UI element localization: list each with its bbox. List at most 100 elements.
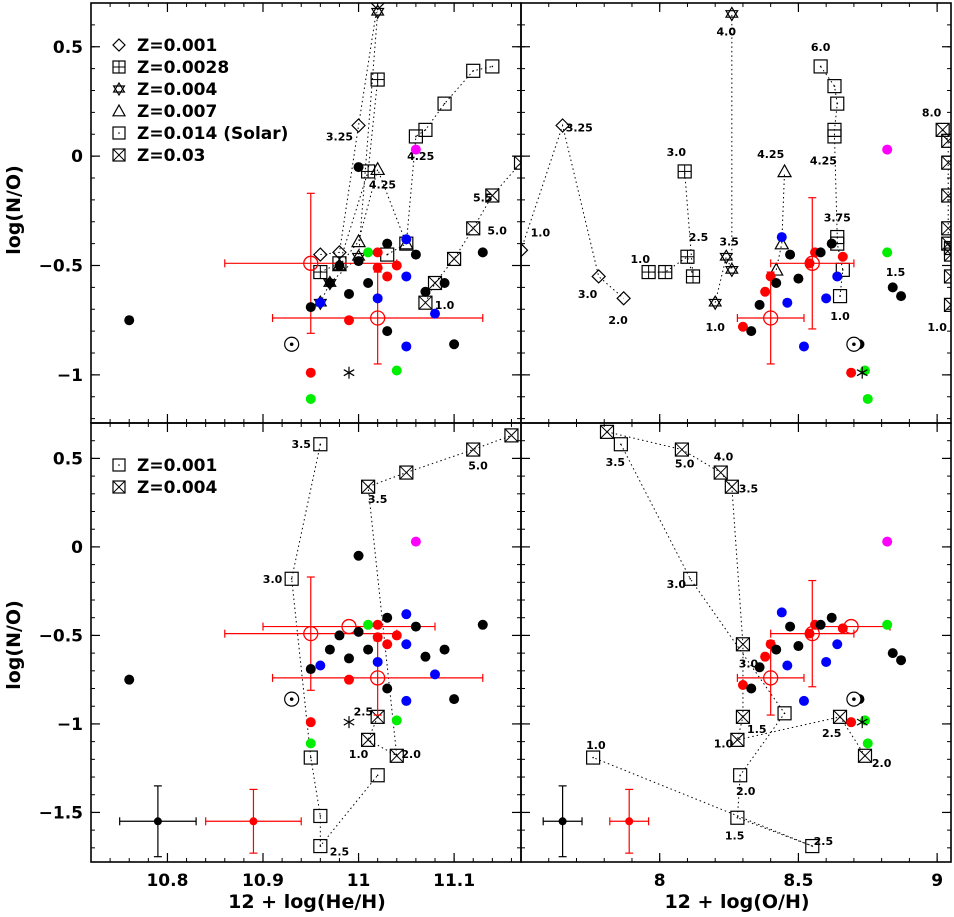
- observation-point: [392, 630, 402, 640]
- observation-point: [827, 613, 837, 623]
- x-tick-label: 10.9: [242, 871, 284, 891]
- observation-point: [449, 339, 459, 349]
- track-label: 2.5: [814, 835, 834, 848]
- track-label: 1.0: [586, 739, 606, 752]
- observation-point: [882, 537, 892, 547]
- observation-point: [838, 252, 848, 262]
- observation-point: [771, 645, 781, 655]
- y-tick-label: −1.5: [39, 803, 83, 823]
- observation-point: [799, 696, 809, 706]
- observation-point: [882, 247, 892, 257]
- observation-point: [785, 622, 795, 632]
- x-tick-label: 10.8: [146, 871, 188, 891]
- x-tick-label: 8: [654, 871, 666, 891]
- observation-point: [344, 315, 354, 325]
- observation-point: [411, 622, 421, 632]
- observation-point: [401, 271, 411, 281]
- observation-point: [124, 675, 134, 685]
- observation-point: [888, 282, 898, 292]
- legend-label: Z=0.007: [137, 102, 217, 122]
- sample-error-point: [249, 817, 257, 825]
- track-label: 3.75: [824, 211, 851, 224]
- observation-point: [373, 632, 383, 642]
- sun-symbol: [847, 692, 861, 706]
- track-label: 4.25: [369, 179, 396, 192]
- observation-point: [382, 239, 392, 249]
- observation-point: [827, 239, 837, 249]
- track-label: 4.25: [757, 148, 784, 161]
- observation-point: [315, 661, 325, 671]
- observation-point: [382, 684, 392, 694]
- y-tick-label: −1: [57, 715, 83, 735]
- observation-point: [354, 551, 364, 561]
- track-label: 6.0: [811, 41, 831, 54]
- observation-point: [392, 261, 402, 271]
- observation-point: [306, 664, 316, 674]
- observation-point: [401, 696, 411, 706]
- observation-point: [382, 271, 392, 281]
- observation-point: [401, 341, 411, 351]
- observation-point: [760, 287, 770, 297]
- observation-point: [354, 256, 364, 266]
- observation-point: [420, 287, 430, 297]
- sun-symbol: [285, 692, 299, 706]
- observation-point: [392, 366, 402, 376]
- observation-point: [124, 315, 134, 325]
- track-label: 4.25: [810, 155, 837, 168]
- observation-point: [771, 278, 781, 288]
- track-label: 3.25: [326, 130, 353, 143]
- sample-error-point: [559, 817, 567, 825]
- sample-error-point: [154, 817, 162, 825]
- x-tick-label: 11.1: [433, 871, 475, 891]
- observation-point: [440, 278, 450, 288]
- x-tick-label: 9: [931, 871, 943, 891]
- y-tick-label: 0.5: [53, 38, 83, 58]
- observation-point: [306, 302, 316, 312]
- track-label: 3.5: [739, 482, 759, 495]
- observation-point: [782, 298, 792, 308]
- observation-point: [306, 717, 316, 727]
- y-tick-label: 0.5: [53, 449, 83, 469]
- track-label: 5.0: [675, 458, 695, 471]
- observation-point: [306, 368, 316, 378]
- observation-point: [838, 623, 848, 633]
- track-label: 1.0: [705, 321, 725, 334]
- legend-label: Z=0.001: [137, 36, 217, 56]
- track-label: 2.5: [689, 231, 709, 244]
- track-label: 1.0: [349, 748, 369, 761]
- observation-point: [882, 620, 892, 630]
- observation-point: [363, 620, 373, 630]
- legend-label: Z=0.001: [137, 456, 217, 476]
- observation-point: [760, 652, 770, 662]
- observation-point: [896, 655, 906, 665]
- observation-point: [896, 291, 906, 301]
- y-tick-label: 0: [71, 538, 83, 558]
- track-label: 1.5: [886, 266, 906, 279]
- track-label: 3.5: [606, 456, 626, 469]
- observation-point: [430, 309, 440, 319]
- observation-point: [755, 300, 765, 310]
- observation-point: [373, 263, 383, 273]
- observation-point: [373, 247, 383, 257]
- observation-point: [382, 639, 392, 649]
- observation-point: [325, 278, 335, 288]
- observation-point: [793, 641, 803, 651]
- observation-point: [411, 250, 421, 260]
- track-label: 2.5: [822, 727, 842, 740]
- observation-point: [863, 394, 873, 404]
- observation-point: [373, 620, 383, 630]
- xlabel-left: 12 + log(He/H): [228, 891, 386, 913]
- observation-point: [821, 657, 831, 667]
- observation-point: [382, 613, 392, 623]
- track-label: 4.0: [717, 25, 737, 38]
- observation-point: [777, 607, 787, 617]
- observation-point: [420, 652, 430, 662]
- observation-point: [411, 145, 421, 155]
- track-label: 1.5: [725, 829, 745, 842]
- observation-point: [846, 717, 856, 727]
- observation-point: [334, 261, 344, 271]
- observation-point: [373, 293, 383, 303]
- observation-point: [816, 620, 826, 630]
- observation-point: [821, 293, 831, 303]
- track-label: 3.5: [719, 235, 739, 248]
